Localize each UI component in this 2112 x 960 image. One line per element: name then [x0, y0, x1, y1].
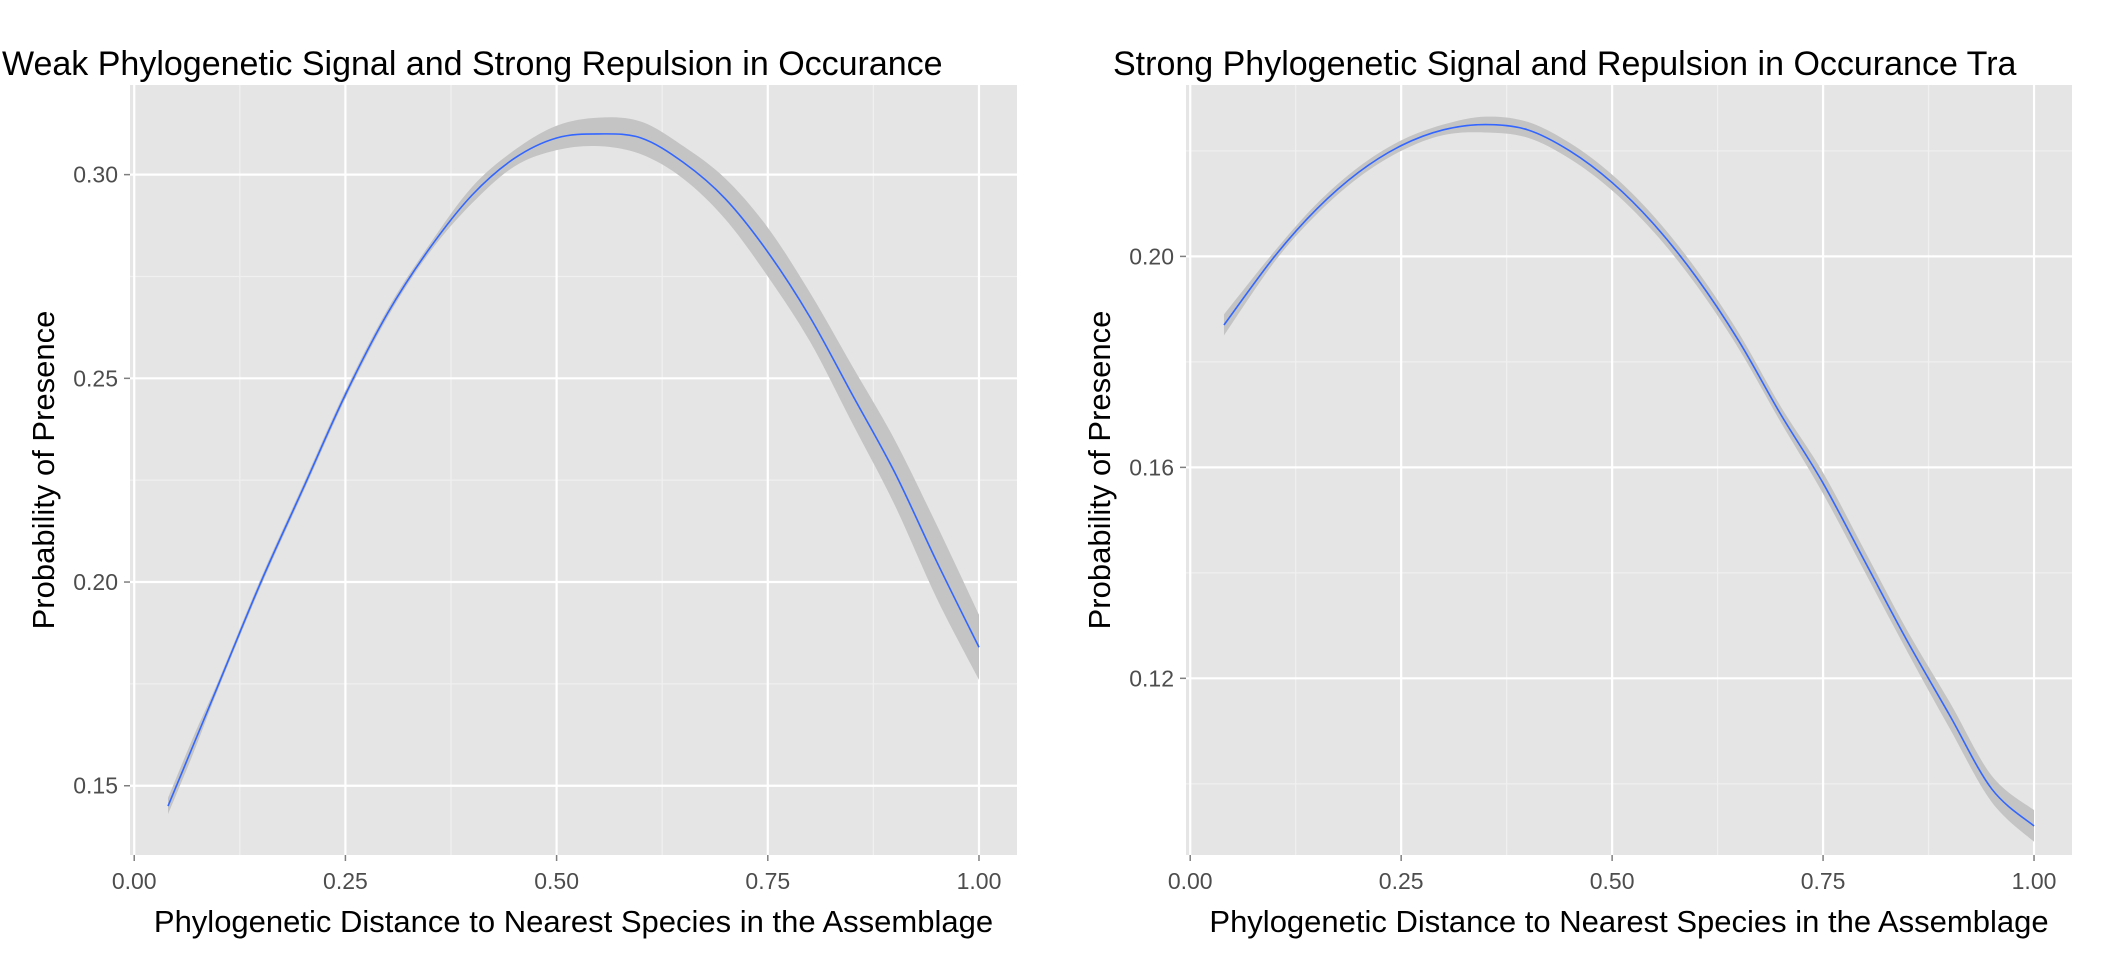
left-x-tick-label: 0.75	[745, 868, 790, 894]
left-x-tick-label: 0.00	[112, 868, 157, 894]
right-x-tick-label: 1.00	[2012, 868, 2057, 894]
right-x-tick-label: 0.00	[1168, 868, 1213, 894]
left-chart-panel: 0.00 0.25 0.50 0.75 1.00 0.15 0.20 0.25 0.30 Wea…	[2, 45, 1017, 939]
left-smooth-line	[167, 133, 980, 807]
right-y-tick-label: 0.20	[1129, 243, 1174, 269]
left-x-tick-label: 1.00	[957, 868, 1002, 894]
left-y-axis-title: Probability of Presence	[26, 311, 61, 630]
left-chart-title: Weak Phylogenetic Signal and Strong Repu…	[2, 45, 943, 83]
right-chart-title: Strong Phylogenetic Signal and Repulsion…	[1113, 45, 2017, 83]
right-x-axis-title: Phylogenetic Distance to Nearest Species…	[1209, 904, 2048, 939]
right-y-tick-label: 0.16	[1129, 454, 1174, 480]
left-plot-background	[130, 85, 1017, 855]
right-x-tick-label: 0.50	[1590, 868, 1635, 894]
right-x-tick-label: 0.75	[1801, 868, 1846, 894]
right-y-tick-label: 0.12	[1129, 665, 1174, 691]
left-minor-gridlines	[130, 85, 1017, 855]
left-y-tick-label: 0.25	[73, 365, 118, 391]
left-y-tick-label: 0.30	[73, 162, 118, 188]
right-x-tick-label: 0.25	[1379, 868, 1424, 894]
left-x-tick-label: 0.25	[323, 868, 368, 894]
left-major-gridlines	[130, 85, 1017, 855]
left-axis-ticks: 0.00 0.25 0.50 0.75 1.00 0.15 0.20 0.25 0.30	[73, 162, 1001, 894]
right-y-axis-title: Probability of Presence	[1082, 311, 1117, 630]
left-y-tick-label: 0.20	[73, 569, 118, 595]
right-chart-panel: 0.00 0.25 0.50 0.75 1.00 0.12 0.16 0.20 Strong …	[1082, 45, 2072, 939]
right-axis-ticks: 0.00 0.25 0.50 0.75 1.00 0.12 0.16 0.20	[1129, 243, 2056, 894]
left-x-tick-label: 0.50	[534, 868, 579, 894]
left-y-tick-label: 0.15	[73, 773, 118, 799]
right-series-line	[1223, 123, 2035, 827]
right-plot-background	[1186, 85, 2072, 855]
left-series-line	[167, 133, 980, 807]
right-minor-gridlines	[1186, 85, 2072, 855]
right-major-gridlines	[1186, 85, 2072, 855]
right-smooth-line	[1223, 123, 2035, 827]
left-x-axis-title: Phylogenetic Distance to Nearest Species…	[154, 904, 993, 939]
